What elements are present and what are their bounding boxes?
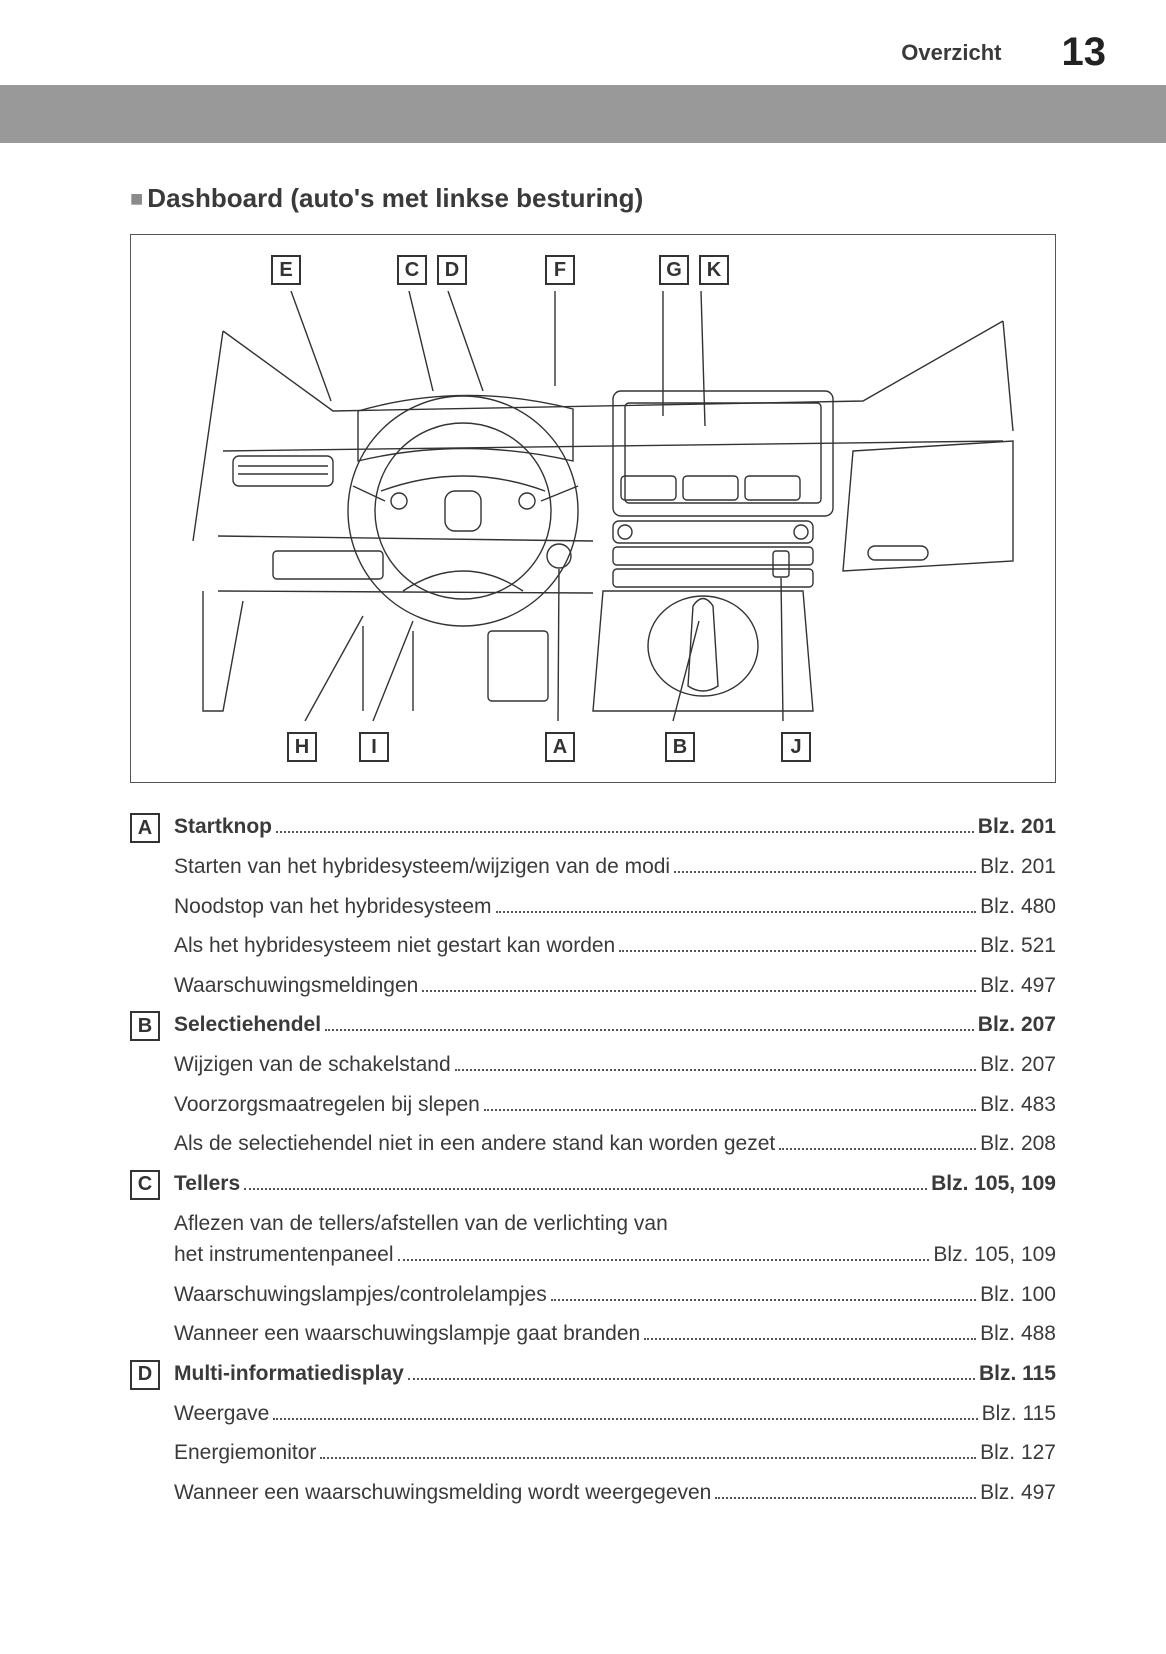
toc-heading-row: D Multi-informatiedisplay Blz. 115 xyxy=(130,1358,1056,1390)
toc-item-row: Voorzorgsmaatregelen bij slepen Blz. 483 xyxy=(130,1089,1056,1121)
toc-heading-row: A Startknop Blz. 201 xyxy=(130,811,1056,843)
toc-item-text: Starten van het hybridesysteem/wijzigen … xyxy=(174,851,670,883)
toc-item-text: Als de selectiehendel niet in een andere… xyxy=(174,1128,775,1160)
toc-item-row: Noodstop van het hybridesysteem Blz. 480 xyxy=(130,891,1056,923)
toc-item-row: Aflezen van de tellers/afstellen van de … xyxy=(130,1208,1056,1271)
toc-heading-page: Blz. 105, 109 xyxy=(931,1168,1056,1200)
toc-item-page: Blz. 105, 109 xyxy=(933,1239,1056,1271)
toc-item-page: Blz. 207 xyxy=(980,1049,1056,1081)
toc-item-text: Voorzorgsmaatregelen bij slepen xyxy=(174,1089,480,1121)
toc-item-text: Wijzigen van de schakelstand xyxy=(174,1049,451,1081)
toc-item-row: Starten van het hybridesysteem/wijzigen … xyxy=(130,851,1056,883)
toc: A Startknop Blz. 201 Starten van het hybrid… xyxy=(130,811,1056,1508)
diagram-label: D xyxy=(437,255,467,285)
diagram-label: H xyxy=(287,732,317,762)
toc-item-page: Blz. 480 xyxy=(980,891,1056,923)
toc-item-row: Waarschuwingsmeldingen Blz. 497 xyxy=(130,970,1056,1002)
diagram-label: B xyxy=(665,732,695,762)
header-label: Overzicht xyxy=(901,40,1001,66)
toc-item-text: Wanneer een waarschuwingsmelding wordt w… xyxy=(174,1477,711,1509)
diagram-top-labels: E C D F G K xyxy=(271,255,1025,285)
toc-heading-page: Blz. 115 xyxy=(979,1358,1056,1390)
toc-heading-row: B Selectiehendel Blz. 207 xyxy=(130,1009,1056,1041)
toc-item-page: Blz. 521 xyxy=(980,930,1056,962)
toc-item-text: Wanneer een waarschuwingslampje gaat bra… xyxy=(174,1318,640,1350)
toc-item-text: Energiemonitor xyxy=(174,1437,316,1469)
section-title: Dashboard (auto's met linkse besturing) xyxy=(130,183,1056,214)
toc-item-page: Blz. 201 xyxy=(980,851,1056,883)
page-number: 13 xyxy=(1062,30,1107,75)
toc-item-row: Waarschuwingslampjes/controlelampjes Blz.… xyxy=(130,1279,1056,1311)
diagram-label: J xyxy=(781,732,811,762)
toc-item-row: Wijzigen van de schakelstand Blz. 207 xyxy=(130,1049,1056,1081)
dashboard-line-drawing xyxy=(161,291,1025,721)
toc-letter: B xyxy=(130,1011,160,1041)
toc-item-text: Weergave xyxy=(174,1398,269,1430)
diagram-bottom-labels: H I A B J xyxy=(271,732,1025,762)
toc-item-row: Weergave Blz. 115 xyxy=(130,1398,1056,1430)
toc-item-row: Wanneer een waarschuwingsmelding wordt w… xyxy=(130,1477,1056,1509)
toc-heading-row: C Tellers Blz. 105, 109 xyxy=(130,1168,1056,1200)
content-area: Dashboard (auto's met linkse besturing) … xyxy=(0,143,1166,1556)
toc-item-text: het instrumentenpaneel xyxy=(174,1239,394,1271)
toc-item-page: Blz. 127 xyxy=(980,1437,1056,1469)
toc-heading-page: Blz. 201 xyxy=(978,811,1056,843)
toc-item-page: Blz. 497 xyxy=(980,970,1056,1002)
header-band xyxy=(0,85,1166,143)
toc-letter: C xyxy=(130,1170,160,1200)
toc-item-row: Energiemonitor Blz. 127 xyxy=(130,1437,1056,1469)
toc-letter: A xyxy=(130,813,160,843)
toc-item-text: Waarschuwingslampjes/controlelampjes xyxy=(174,1279,547,1311)
toc-heading-text: Selectiehendel xyxy=(174,1009,321,1041)
toc-item-text: Aflezen van de tellers/afstellen van de … xyxy=(174,1208,1056,1240)
toc-heading-text: Tellers xyxy=(174,1168,240,1200)
diagram-label: A xyxy=(545,732,575,762)
diagram-label: F xyxy=(545,255,575,285)
toc-letter: D xyxy=(130,1360,160,1390)
toc-item-row: Als de selectiehendel niet in een andere… xyxy=(130,1128,1056,1160)
diagram-label: G xyxy=(659,255,689,285)
toc-item-page: Blz. 483 xyxy=(980,1089,1056,1121)
toc-item-text: Waarschuwingsmeldingen xyxy=(174,970,418,1002)
diagram-label: I xyxy=(359,732,389,762)
toc-item-page: Blz. 488 xyxy=(980,1318,1056,1350)
page-header: Overzicht 13 xyxy=(0,0,1166,85)
diagram-label: E xyxy=(271,255,301,285)
toc-item-row: Wanneer een waarschuwingslampje gaat bra… xyxy=(130,1318,1056,1350)
toc-heading-page: Blz. 207 xyxy=(978,1009,1056,1041)
toc-item-text: Als het hybridesysteem niet gestart kan … xyxy=(174,930,615,962)
toc-item-row: Als het hybridesysteem niet gestart kan … xyxy=(130,930,1056,962)
toc-item-page: Blz. 497 xyxy=(980,1477,1056,1509)
diagram-label: K xyxy=(699,255,729,285)
dashboard-diagram: E C D F G K xyxy=(130,234,1056,783)
toc-item-text: Noodstop van het hybridesysteem xyxy=(174,891,492,923)
toc-item-page: Blz. 115 xyxy=(982,1398,1056,1430)
toc-heading-text: Startknop xyxy=(174,811,272,843)
toc-item-page: Blz. 208 xyxy=(980,1128,1056,1160)
diagram-label: C xyxy=(397,255,427,285)
toc-item-page: Blz. 100 xyxy=(980,1279,1056,1311)
toc-heading-text: Multi-informatiedisplay xyxy=(174,1358,404,1390)
